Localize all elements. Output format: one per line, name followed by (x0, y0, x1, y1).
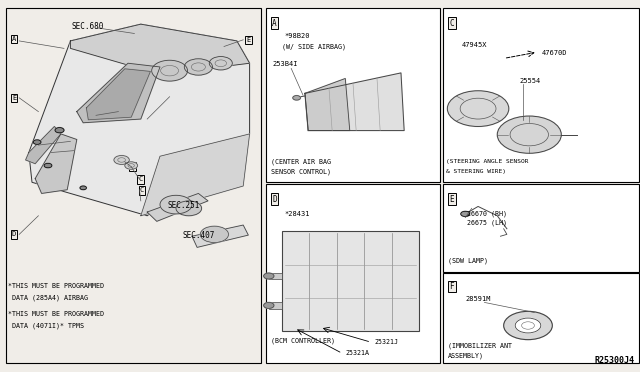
Text: 25554: 25554 (520, 78, 541, 84)
Text: A: A (12, 36, 16, 42)
Circle shape (160, 195, 192, 214)
Text: F: F (449, 282, 454, 291)
Circle shape (114, 155, 129, 164)
Circle shape (497, 116, 561, 153)
Text: C: C (140, 187, 144, 193)
Polygon shape (192, 225, 248, 247)
Bar (443, 8, 639, 182)
Text: 28591M: 28591M (465, 296, 491, 302)
Text: SEC.251: SEC.251 (168, 201, 200, 210)
Bar (269, 302, 282, 309)
Text: (CENTER AIR BAG: (CENTER AIR BAG (271, 158, 331, 165)
Circle shape (504, 311, 552, 340)
Polygon shape (26, 126, 61, 164)
Circle shape (152, 60, 188, 81)
Text: DATA (285A4) AIRBAG: DATA (285A4) AIRBAG (8, 294, 88, 301)
Polygon shape (141, 134, 250, 216)
Bar (266, 184, 440, 363)
Text: (IMMOBILIZER ANT: (IMMOBILIZER ANT (448, 343, 512, 349)
Polygon shape (86, 69, 150, 120)
Text: 25321J: 25321J (374, 339, 398, 345)
Text: 47945X: 47945X (462, 42, 488, 48)
Circle shape (461, 211, 470, 217)
Text: 25321A: 25321A (346, 350, 370, 356)
Text: (BCM CONTROLLER): (BCM CONTROLLER) (271, 337, 335, 344)
Text: C: C (449, 19, 454, 28)
Bar (6, 8, 261, 363)
Text: A: A (272, 19, 277, 28)
Text: DATA (4071I)* TPMS: DATA (4071I)* TPMS (8, 322, 84, 329)
Text: (SDW LAMP): (SDW LAMP) (448, 257, 488, 264)
Text: ASSEMBLY): ASSEMBLY) (448, 352, 484, 359)
Polygon shape (305, 73, 404, 131)
Circle shape (125, 162, 138, 169)
Polygon shape (70, 24, 250, 74)
Text: *THIS MUST BE PROGRAMMED: *THIS MUST BE PROGRAMMED (8, 283, 104, 289)
Circle shape (293, 96, 301, 100)
Text: 47670D: 47670D (542, 50, 568, 56)
Bar (443, 184, 639, 272)
Polygon shape (147, 193, 208, 221)
Circle shape (55, 128, 64, 133)
Text: *28431: *28431 (285, 211, 310, 217)
Polygon shape (29, 24, 250, 216)
Text: *THIS MUST BE PROGRAMMED: *THIS MUST BE PROGRAMMED (8, 311, 104, 317)
Circle shape (264, 273, 274, 279)
Text: 26675 (LH): 26675 (LH) (467, 220, 507, 227)
Circle shape (44, 163, 52, 168)
Circle shape (209, 57, 232, 70)
Text: SEC.407: SEC.407 (182, 231, 215, 240)
Bar (282, 231, 419, 331)
Circle shape (200, 226, 228, 243)
Text: D: D (12, 231, 16, 237)
Text: (STEERING ANGLE SENSOR: (STEERING ANGLE SENSOR (446, 159, 529, 164)
Text: C: C (139, 176, 143, 182)
Text: 253B4I: 253B4I (272, 61, 298, 67)
Text: F: F (131, 164, 134, 170)
Circle shape (264, 302, 274, 308)
Text: & STEERING WIRE): & STEERING WIRE) (446, 169, 506, 174)
Polygon shape (305, 78, 349, 131)
Circle shape (176, 201, 202, 216)
Text: R25300J4: R25300J4 (595, 356, 635, 365)
Bar (269, 273, 282, 279)
Bar (266, 8, 440, 182)
Text: E: E (449, 195, 454, 203)
Text: E: E (12, 95, 16, 101)
Text: (W/ SIDE AIRBAG): (W/ SIDE AIRBAG) (282, 44, 346, 51)
Circle shape (184, 59, 212, 75)
Circle shape (33, 140, 41, 144)
Text: *98B20: *98B20 (285, 33, 310, 39)
Text: E: E (246, 37, 250, 43)
Circle shape (80, 186, 86, 190)
Polygon shape (77, 63, 160, 123)
Text: 26670 (RH): 26670 (RH) (467, 211, 507, 217)
Text: D: D (272, 195, 277, 203)
Circle shape (447, 91, 509, 126)
Circle shape (515, 318, 541, 333)
Text: SENSOR CONTROL): SENSOR CONTROL) (271, 169, 331, 175)
Text: SEC.680: SEC.680 (72, 22, 104, 31)
Polygon shape (35, 134, 77, 193)
Bar (443, 273, 639, 363)
